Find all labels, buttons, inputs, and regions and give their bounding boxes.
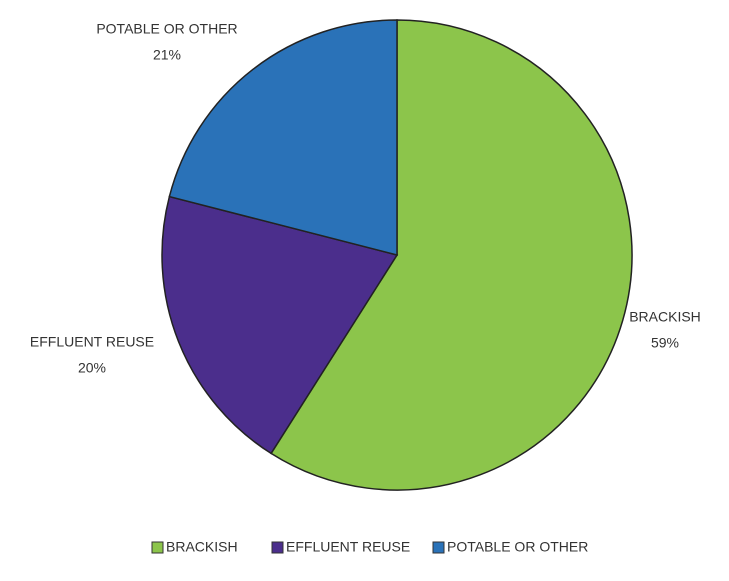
slice-label: POTABLE OR OTHER bbox=[96, 21, 237, 37]
pie-slice bbox=[168, 19, 398, 256]
slice-label: BRACKISH bbox=[629, 309, 701, 325]
legend-swatch bbox=[151, 541, 164, 554]
pie-slice bbox=[270, 19, 633, 491]
legend-label: EFFLUENT REUSE bbox=[286, 539, 410, 555]
slice-label: EFFLUENT REUSE bbox=[30, 334, 154, 350]
slice-value-label: 20% bbox=[78, 360, 106, 376]
slice-value-label: 21% bbox=[153, 47, 181, 63]
legend-swatch bbox=[271, 541, 284, 554]
legend-label: BRACKISH bbox=[166, 539, 238, 555]
legend-label: POTABLE OR OTHER bbox=[447, 539, 588, 555]
slice-value-label: 59% bbox=[651, 335, 679, 351]
pie-slice bbox=[161, 195, 399, 455]
legend-swatch bbox=[432, 541, 445, 554]
